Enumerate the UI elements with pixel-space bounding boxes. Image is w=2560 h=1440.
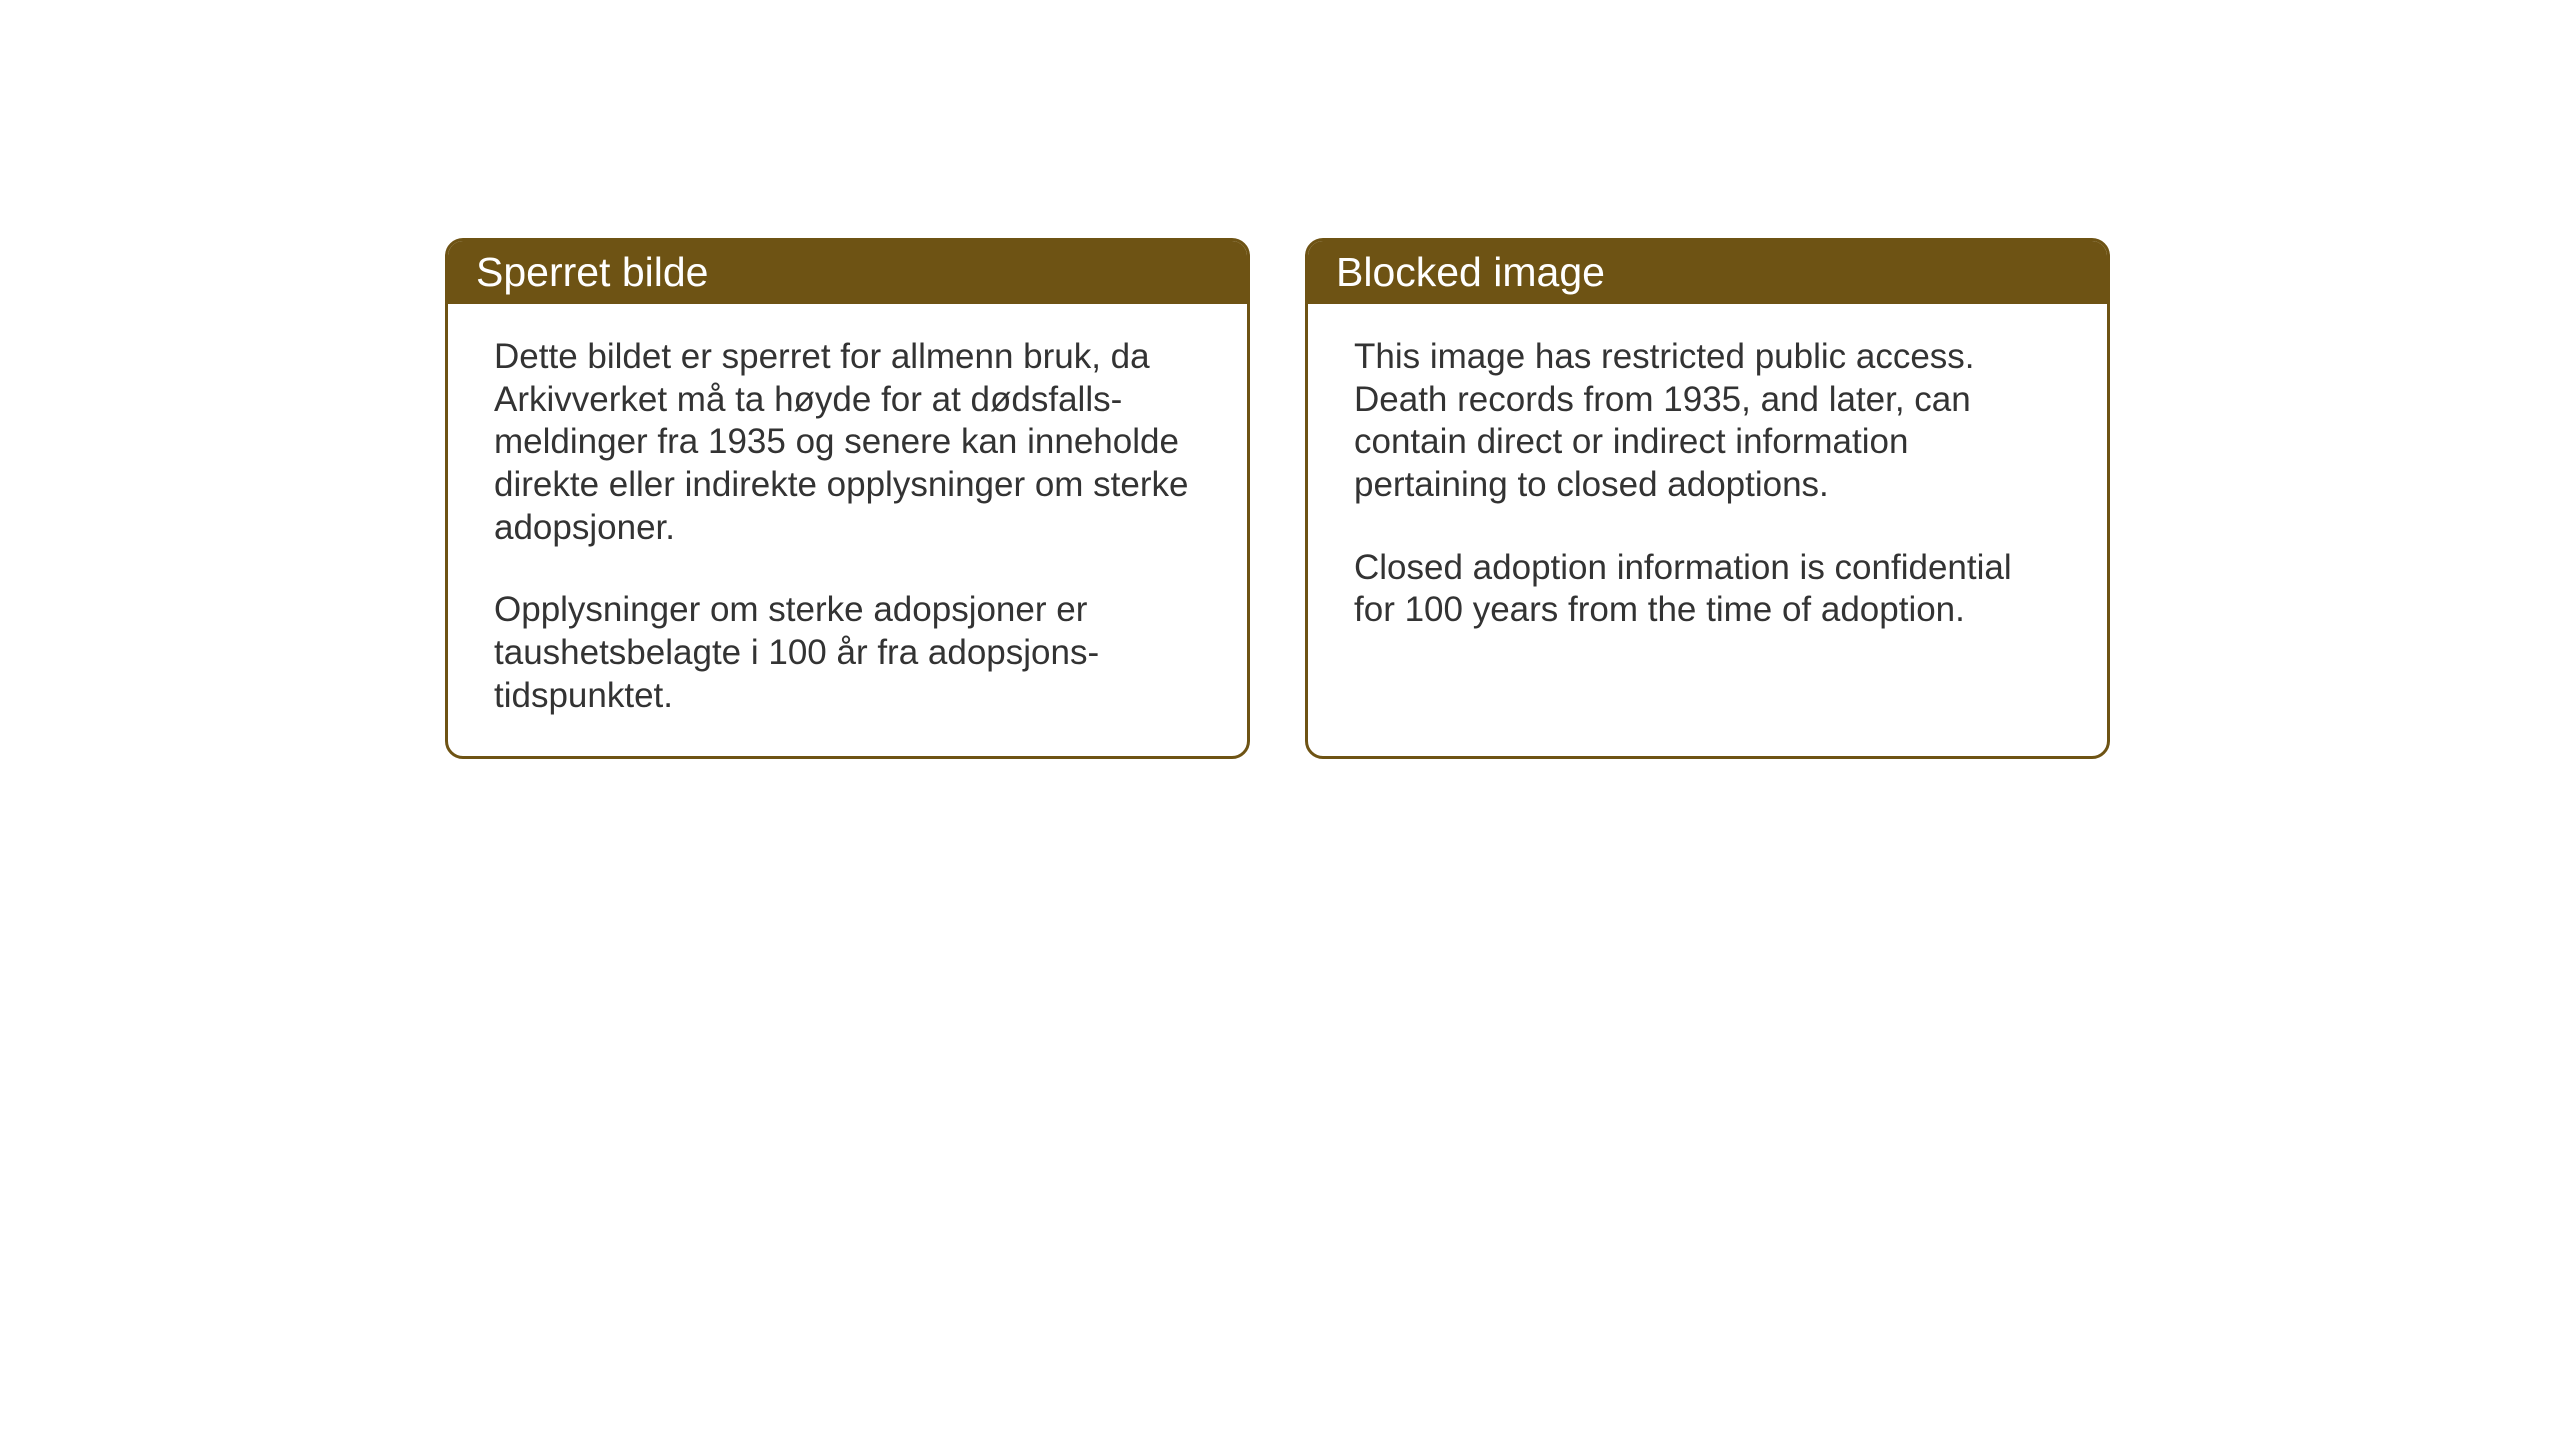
- english-paragraph-2: Closed adoption information is confident…: [1354, 547, 2061, 632]
- english-card-body: This image has restricted public access.…: [1308, 304, 2107, 744]
- english-paragraph-1: This image has restricted public access.…: [1354, 336, 2061, 507]
- norwegian-card: Sperret bilde Dette bildet er sperret fo…: [445, 238, 1250, 759]
- norwegian-paragraph-2: Opplysninger om sterke adopsjoner er tau…: [494, 589, 1201, 717]
- cards-container: Sperret bilde Dette bildet er sperret fo…: [0, 0, 2560, 759]
- norwegian-paragraph-1: Dette bildet er sperret for allmenn bruk…: [494, 336, 1201, 549]
- norwegian-card-title: Sperret bilde: [448, 241, 1247, 304]
- norwegian-card-body: Dette bildet er sperret for allmenn bruk…: [448, 304, 1247, 756]
- english-card-title: Blocked image: [1308, 241, 2107, 304]
- english-card: Blocked image This image has restricted …: [1305, 238, 2110, 759]
